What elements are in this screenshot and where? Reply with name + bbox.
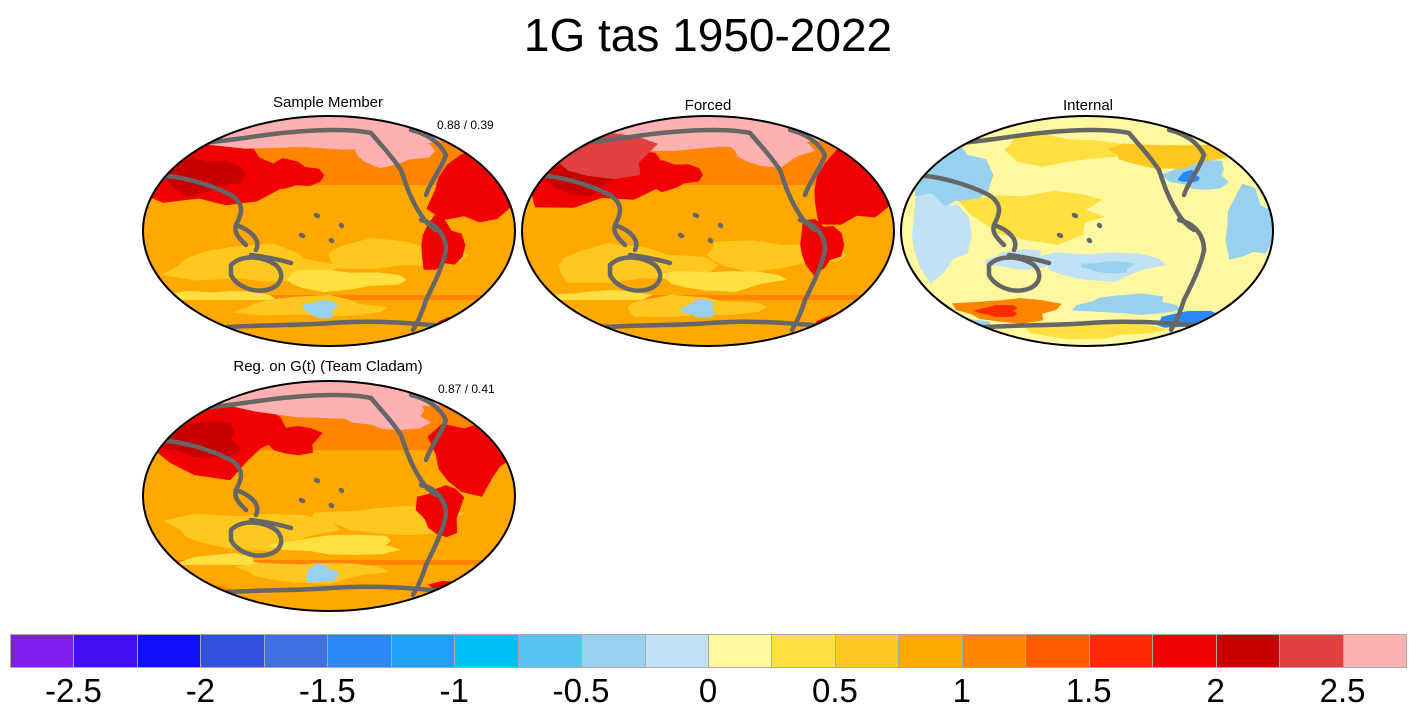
colorbar-box <box>263 634 329 668</box>
colorbar-box <box>73 634 138 668</box>
map-forced <box>521 115 895 347</box>
colorbar-box <box>1215 634 1281 668</box>
colorbar-box <box>200 634 265 668</box>
map-internal <box>900 115 1274 347</box>
map-sample-member <box>142 115 516 347</box>
map-regression <box>142 380 516 612</box>
colorbar-box <box>1025 634 1090 668</box>
colorbar-tick-label: 2 <box>1206 672 1225 709</box>
panel-stat-regression: 0.87 / 0.41 <box>438 382 495 396</box>
colorbar-tick-label: 0 <box>698 672 718 709</box>
colorbar-box <box>1342 634 1407 668</box>
colorbar-box <box>136 634 202 668</box>
colorbar-tick-label: 1 <box>952 672 971 709</box>
colorbar-box <box>898 634 963 668</box>
colorbar-box <box>454 634 519 668</box>
panel-title-internal: Internal <box>1062 97 1114 114</box>
panel-title-regression: Reg. on G(t) (Team Cladam) <box>233 358 423 375</box>
colorbar-tick-label: 1.5 <box>1065 672 1112 709</box>
colorbar-box <box>390 634 456 668</box>
colorbar-box <box>961 634 1027 668</box>
colorbar-labels: -2.5 -2 -1.5 -1 -0.5 0 0.5 1 1.5 2 2.5 <box>0 670 1416 715</box>
colorbar-box <box>708 634 773 668</box>
colorbar <box>10 634 1407 668</box>
colorbar-tick-label: -2.5 <box>45 672 102 709</box>
colorbar-box <box>327 634 392 668</box>
panel-title-forced: Forced <box>684 97 732 114</box>
colorbar-box <box>517 634 583 668</box>
colorbar-box <box>1088 634 1154 668</box>
colorbar-box <box>834 634 900 668</box>
colorbar-tick-label: -0.5 <box>552 672 610 709</box>
panel-stat-sample-member: 0.88 / 0.39 <box>437 118 494 132</box>
colorbar-tick-label: 0.5 <box>811 672 858 709</box>
panel-title-sample-member: Sample Member <box>272 94 384 111</box>
colorbar-box <box>644 634 709 668</box>
colorbar-box <box>1279 634 1344 668</box>
colorbar-tick-label: -2 <box>185 672 216 709</box>
colorbar-box <box>581 634 646 668</box>
colorbar-tick-label: -1.5 <box>298 672 356 709</box>
figure-title: 1G tas 1950-2022 <box>523 9 893 61</box>
colorbar-box <box>10 634 75 668</box>
colorbar-tick-label: 2.5 <box>1319 672 1366 709</box>
colorbar-tick-label: -1 <box>439 672 469 709</box>
colorbar-box <box>771 634 836 668</box>
colorbar-box <box>1152 634 1217 668</box>
